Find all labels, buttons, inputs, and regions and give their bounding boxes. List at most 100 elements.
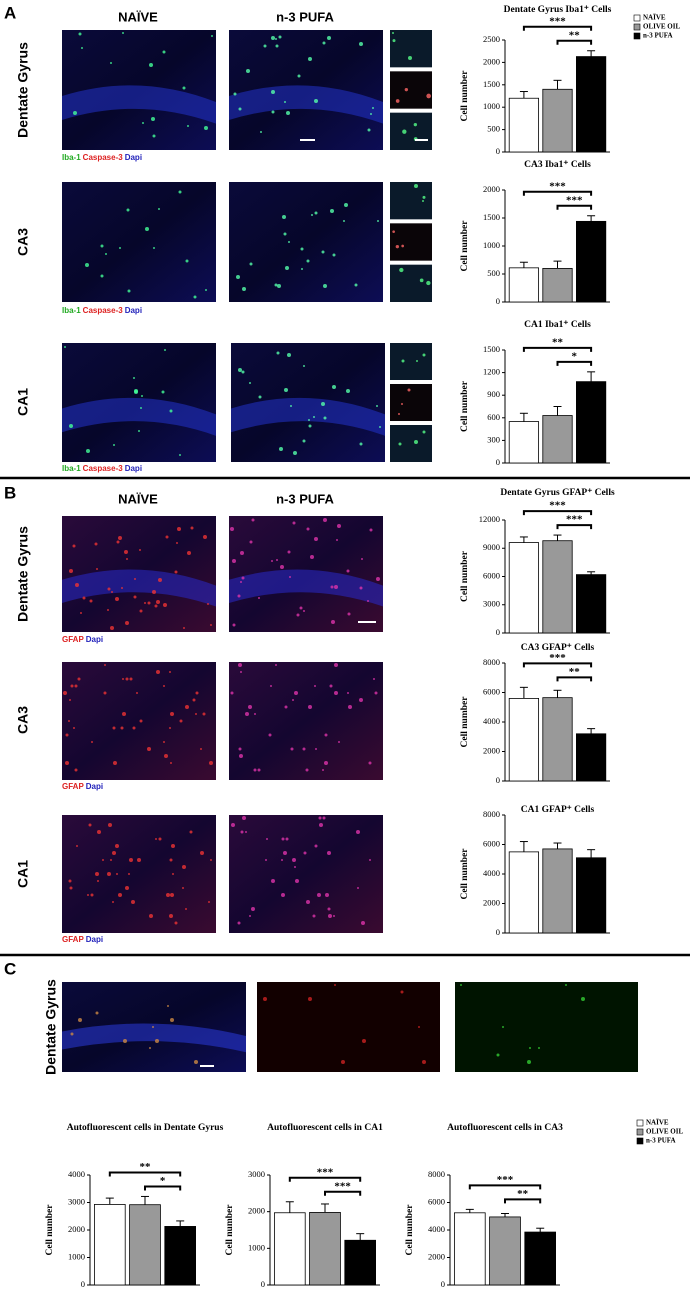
cell bbox=[401, 244, 404, 248]
cell bbox=[281, 893, 285, 897]
cell bbox=[253, 768, 257, 772]
cell bbox=[169, 671, 171, 673]
cell-layer bbox=[62, 85, 216, 124]
cell bbox=[322, 769, 324, 771]
y-tick-label: 12000 bbox=[479, 514, 500, 524]
significance-bracket bbox=[556, 39, 593, 45]
cell bbox=[138, 430, 140, 432]
chart-title: Autofluorescent cells in Dentate Gyrus bbox=[67, 1123, 224, 1133]
column-header: n-3 PUFA bbox=[276, 9, 334, 24]
cell bbox=[265, 859, 267, 861]
cell bbox=[246, 69, 250, 73]
bar bbox=[508, 97, 540, 153]
micrograph bbox=[390, 182, 432, 220]
cell bbox=[354, 283, 358, 287]
cell bbox=[426, 280, 431, 286]
bar bbox=[576, 733, 607, 782]
y-tick-label: 2000 bbox=[483, 184, 500, 194]
cell bbox=[126, 208, 130, 212]
chart-title: Dentate Gyrus GFAP⁺ Cells bbox=[500, 488, 615, 498]
cell bbox=[279, 447, 283, 451]
cell bbox=[329, 684, 333, 688]
cell bbox=[167, 1005, 169, 1007]
cell-layer bbox=[62, 1023, 246, 1053]
cell bbox=[80, 612, 82, 614]
cell bbox=[242, 816, 246, 820]
cell bbox=[128, 873, 130, 875]
y-tick-label: 500 bbox=[487, 124, 500, 134]
y-tick-label: 6000 bbox=[483, 570, 500, 580]
cell bbox=[121, 587, 123, 589]
cell bbox=[368, 761, 372, 765]
cell bbox=[327, 907, 331, 911]
cell bbox=[330, 209, 334, 213]
cell bbox=[251, 907, 255, 911]
micrograph bbox=[390, 71, 432, 109]
bar bbox=[508, 542, 540, 634]
cell bbox=[527, 1060, 531, 1064]
cell bbox=[240, 830, 244, 834]
cell bbox=[96, 568, 98, 570]
cell bbox=[193, 295, 197, 299]
cell bbox=[174, 570, 178, 574]
cell bbox=[129, 858, 133, 862]
significance-label: *** bbox=[549, 180, 566, 192]
cell bbox=[75, 583, 79, 587]
cell bbox=[376, 577, 380, 581]
cell bbox=[204, 126, 208, 130]
cell bbox=[169, 727, 171, 729]
cell bbox=[260, 131, 262, 133]
cell bbox=[97, 830, 101, 834]
legend-label: n-3 PUFA bbox=[646, 1137, 676, 1145]
cell bbox=[164, 754, 168, 758]
cell bbox=[153, 247, 155, 249]
cell bbox=[288, 241, 290, 243]
cell bbox=[210, 859, 212, 861]
legend-label: n-3 PUFA bbox=[643, 32, 673, 40]
cell bbox=[177, 527, 181, 531]
significance-bracket bbox=[556, 204, 593, 210]
cell bbox=[321, 402, 325, 406]
cell bbox=[289, 576, 291, 578]
cell bbox=[317, 893, 321, 897]
cell bbox=[81, 47, 83, 49]
cell bbox=[164, 349, 166, 351]
cell bbox=[334, 663, 338, 667]
cell bbox=[156, 600, 160, 604]
y-tick-label: 6000 bbox=[428, 1196, 445, 1206]
cell-layer bbox=[229, 569, 383, 607]
y-tick-label: 2500 bbox=[483, 34, 500, 44]
cell bbox=[398, 442, 402, 446]
cell bbox=[102, 859, 104, 861]
cell bbox=[359, 698, 363, 702]
y-tick-label: 0 bbox=[496, 775, 500, 785]
cell bbox=[327, 851, 331, 855]
y-tick-label: 4000 bbox=[68, 1169, 85, 1179]
cell bbox=[178, 190, 182, 194]
cell bbox=[122, 712, 126, 716]
y-tick-label: 1500 bbox=[483, 344, 500, 354]
cell bbox=[422, 1060, 426, 1064]
cell bbox=[294, 691, 298, 695]
cell bbox=[90, 893, 94, 897]
cell bbox=[314, 844, 318, 848]
significance-label: ** bbox=[552, 336, 564, 348]
cell bbox=[294, 866, 296, 868]
cell bbox=[321, 250, 325, 254]
cell bbox=[107, 872, 111, 876]
significance-label: * bbox=[572, 350, 578, 362]
cell bbox=[254, 713, 256, 715]
y-axis-label: Cell number bbox=[45, 1204, 55, 1256]
cell bbox=[182, 86, 186, 90]
cell bbox=[238, 107, 242, 111]
cell bbox=[104, 664, 106, 666]
cell bbox=[413, 123, 418, 127]
panel-label: C bbox=[4, 959, 16, 978]
cell bbox=[362, 1039, 366, 1043]
stain-name: Iba-1 bbox=[62, 464, 81, 473]
cell bbox=[249, 915, 251, 917]
row-label: CA1 bbox=[15, 388, 31, 416]
cell bbox=[258, 597, 260, 599]
cell bbox=[422, 430, 426, 434]
y-tick-label: 8000 bbox=[428, 1169, 445, 1179]
